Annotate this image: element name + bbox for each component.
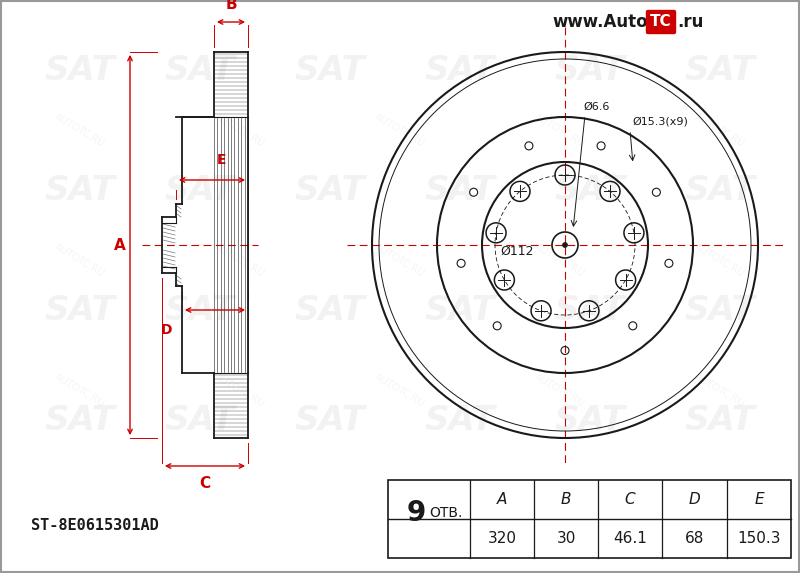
Text: AUTOTC.RU: AUTOTC.RU <box>53 242 107 278</box>
Text: 150.3: 150.3 <box>738 531 781 546</box>
Text: 68: 68 <box>685 531 704 546</box>
Text: AUTOTC.RU: AUTOTC.RU <box>213 372 267 409</box>
Text: SAT: SAT <box>165 174 235 206</box>
Text: SAT: SAT <box>45 403 115 437</box>
Text: AUTOTC.RU: AUTOTC.RU <box>693 242 747 278</box>
Bar <box>388 480 791 558</box>
Text: SAT: SAT <box>425 53 495 87</box>
Text: C: C <box>625 492 635 507</box>
Text: SAT: SAT <box>165 293 235 327</box>
Text: E: E <box>754 492 764 507</box>
Text: SAT: SAT <box>554 53 626 87</box>
Text: B: B <box>225 0 237 12</box>
Text: 46.1: 46.1 <box>613 531 647 546</box>
Text: Ø6.6: Ø6.6 <box>583 102 610 112</box>
Text: SAT: SAT <box>425 403 495 437</box>
Text: B: B <box>561 492 571 507</box>
Text: 320: 320 <box>487 531 517 546</box>
Text: AUTOTC.RU: AUTOTC.RU <box>693 112 747 148</box>
Text: SAT: SAT <box>554 403 626 437</box>
Text: SAT: SAT <box>165 53 235 87</box>
Text: SAT: SAT <box>294 293 366 327</box>
Text: AUTOTC.RU: AUTOTC.RU <box>373 112 427 148</box>
Text: ST-8E0615301AD: ST-8E0615301AD <box>31 517 159 532</box>
Text: AUTOTC.RU: AUTOTC.RU <box>373 242 427 278</box>
Text: E: E <box>218 153 226 167</box>
Text: Ø15.3(x9): Ø15.3(x9) <box>632 117 688 127</box>
Text: AUTOTC.RU: AUTOTC.RU <box>533 112 587 148</box>
Text: SAT: SAT <box>45 174 115 206</box>
Text: AUTOTC.RU: AUTOTC.RU <box>533 242 587 278</box>
Text: Ø112: Ø112 <box>500 245 534 257</box>
Text: D: D <box>161 323 172 337</box>
Text: SAT: SAT <box>554 174 626 206</box>
Text: SAT: SAT <box>294 174 366 206</box>
Circle shape <box>562 242 567 248</box>
Text: AUTOTC.RU: AUTOTC.RU <box>373 372 427 409</box>
Text: SAT: SAT <box>685 53 755 87</box>
Text: 30: 30 <box>556 531 576 546</box>
Text: SAT: SAT <box>685 403 755 437</box>
Text: AUTOTC.RU: AUTOTC.RU <box>533 372 587 409</box>
Text: SAT: SAT <box>685 293 755 327</box>
Text: SAT: SAT <box>294 53 366 87</box>
Text: AUTOTC.RU: AUTOTC.RU <box>693 372 747 409</box>
Text: AUTOTC.RU: AUTOTC.RU <box>53 372 107 409</box>
Text: SAT: SAT <box>294 403 366 437</box>
Text: SAT: SAT <box>685 174 755 206</box>
Text: SAT: SAT <box>425 174 495 206</box>
Text: .ru: .ru <box>677 13 703 31</box>
Text: SAT: SAT <box>554 293 626 327</box>
Text: TC: TC <box>650 14 672 29</box>
Text: www.Auto: www.Auto <box>552 13 648 31</box>
Text: SAT: SAT <box>45 293 115 327</box>
Text: D: D <box>689 492 700 507</box>
Text: SAT: SAT <box>165 403 235 437</box>
Text: SAT: SAT <box>425 293 495 327</box>
FancyBboxPatch shape <box>646 10 675 33</box>
Text: 9: 9 <box>406 499 426 527</box>
Text: AUTOTC.RU: AUTOTC.RU <box>53 112 107 148</box>
Text: ОТВ.: ОТВ. <box>430 506 462 520</box>
Text: A: A <box>497 492 507 507</box>
Text: AUTOTC.RU: AUTOTC.RU <box>213 242 267 278</box>
Text: C: C <box>199 476 210 491</box>
Text: SAT: SAT <box>45 53 115 87</box>
Text: A: A <box>114 237 126 253</box>
Text: AUTOTC.RU: AUTOTC.RU <box>213 112 267 148</box>
